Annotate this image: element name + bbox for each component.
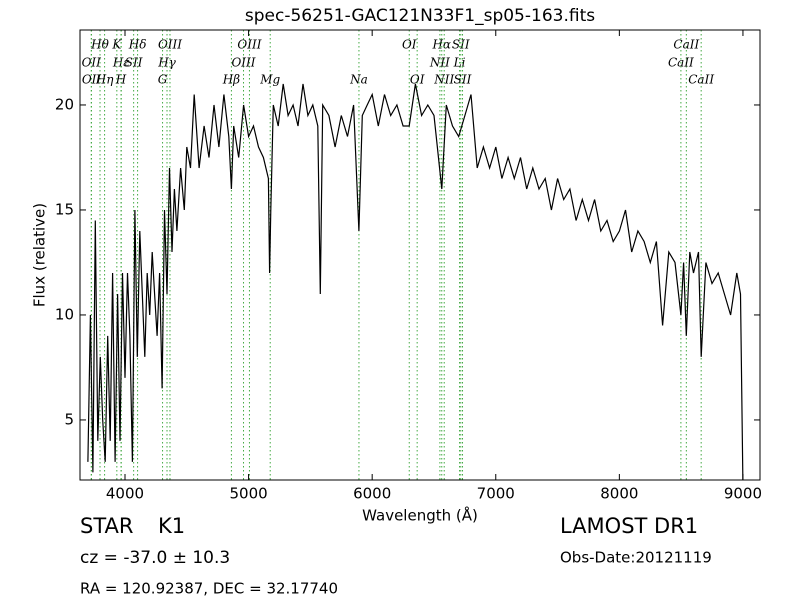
x-axis-label: Wavelength (Å): [362, 506, 478, 525]
line-label: NII: [433, 73, 454, 87]
x-tick-label: 5000: [229, 485, 267, 503]
x-tick-label: 4000: [106, 485, 144, 503]
x-tick-label: 9000: [724, 485, 762, 503]
line-label: Hβ: [222, 73, 240, 87]
coordinates: RA = 120.92387, DEC = 32.17740: [80, 580, 338, 598]
line-label: CaII: [668, 56, 694, 70]
line-label: Hθ: [90, 38, 109, 52]
line-label: OI: [410, 73, 425, 87]
obs-date: Obs-Date:20121119: [560, 549, 712, 567]
chart-title: spec-56251-GAC121N33F1_sp05-163.fits: [245, 6, 595, 26]
survey: LAMOST DR1: [560, 514, 698, 538]
line-label: Hη: [95, 73, 114, 87]
line-label: Na: [349, 73, 368, 87]
line-label: NII: [429, 56, 450, 70]
line-label: SII: [454, 73, 472, 87]
x-tick-label: 6000: [353, 485, 391, 503]
y-tick-label: 20: [55, 95, 74, 113]
line-label: Hγ: [157, 56, 176, 70]
line-label: OI: [402, 38, 417, 52]
y-axis-label: Flux (relative): [31, 203, 49, 307]
star-class: STAR: [80, 514, 133, 538]
line-label: Hα: [431, 38, 451, 52]
plot-frame: [79, 29, 761, 481]
line-label: Mg: [259, 73, 280, 87]
y-tick-label: 5: [64, 410, 74, 428]
line-label: G: [158, 73, 168, 87]
line-label: Hδ: [128, 38, 147, 52]
line-label: OII: [82, 73, 102, 87]
star-subclass: K1: [158, 514, 185, 538]
line-label: SII: [452, 38, 470, 52]
line-label: SII: [125, 56, 143, 70]
line-label: CaII: [673, 38, 699, 52]
line-label: OIII: [231, 56, 255, 70]
line-label: H: [115, 73, 127, 87]
y-tick-label: 10: [55, 305, 74, 323]
redshift: cz = -37.0 ± 10.3: [80, 548, 230, 568]
line-label: Li: [453, 56, 466, 70]
line-label: K: [111, 38, 122, 52]
x-tick-label: 8000: [600, 485, 638, 503]
line-label: OIII: [158, 38, 182, 52]
line-label: OIII: [237, 38, 261, 52]
line-label: CaII: [688, 73, 714, 87]
y-tick-label: 15: [55, 200, 74, 218]
x-tick-label: 7000: [477, 485, 515, 503]
spectrum-line: [87, 83, 744, 480]
